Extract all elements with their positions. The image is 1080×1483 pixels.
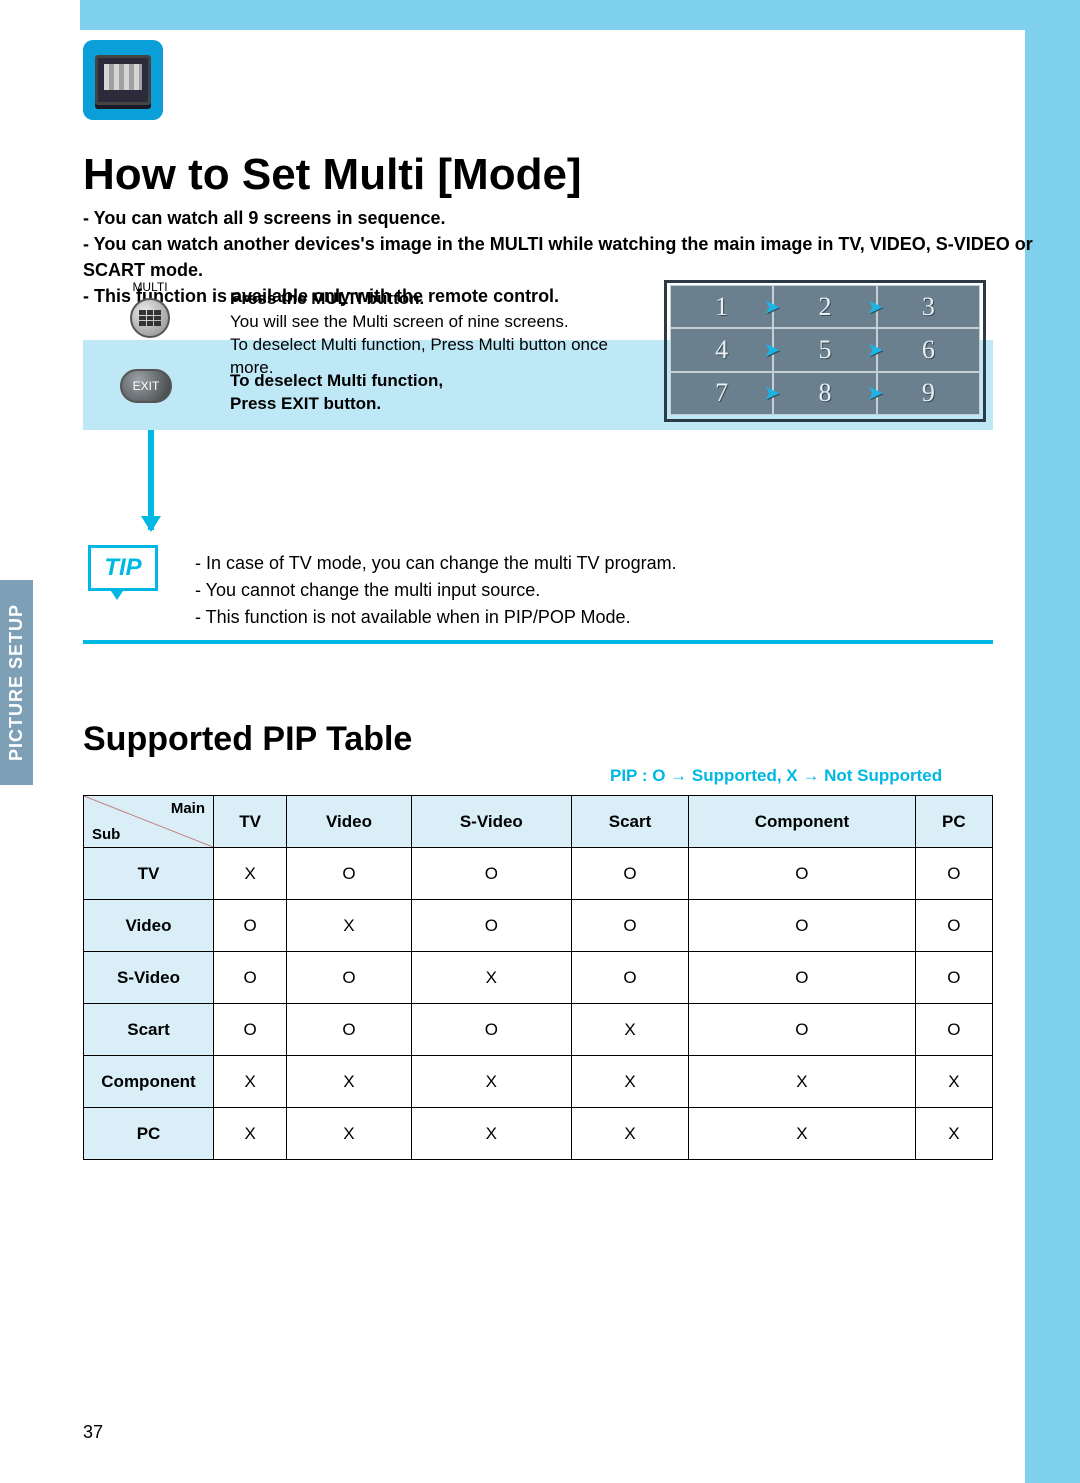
divider-rule (83, 640, 993, 644)
col-header: S-Video (411, 796, 571, 848)
table-cell: O (915, 900, 992, 952)
tip-line: - In case of TV mode, you can change the… (195, 550, 955, 577)
table-cell: O (411, 848, 571, 900)
table-cell: X (411, 1108, 571, 1160)
table-cell: O (571, 900, 688, 952)
table-cell: O (689, 1004, 916, 1056)
grid-cell: 6 (922, 335, 935, 365)
table-cell: X (287, 1108, 411, 1160)
table-cell: X (411, 1056, 571, 1108)
tip-line: - You cannot change the multi input sour… (195, 577, 955, 604)
tv-icon (83, 40, 163, 120)
table-cell: X (411, 952, 571, 1004)
step-2-line: Press EXIT button. (230, 394, 381, 413)
intro-bullet: - You can watch another devices's image … (83, 231, 1080, 283)
table-cell: O (915, 952, 992, 1004)
col-header: Video (287, 796, 411, 848)
exit-button-diagram: EXIT (120, 365, 172, 407)
step-2-line: To deselect Multi function, (230, 371, 443, 390)
multi-grid-button-icon (130, 298, 170, 338)
table-cell: X (571, 1004, 688, 1056)
corner-main-label: Main (171, 800, 205, 817)
page-title: How to Set Multi [Mode] (83, 150, 582, 200)
grid-cell: 7 (715, 378, 728, 408)
table-cell: X (915, 1056, 992, 1108)
down-arrow-icon (148, 430, 154, 530)
table-cell: X (915, 1108, 992, 1160)
table-cell: X (689, 1108, 916, 1160)
section-tab: PICTURE SETUP (0, 580, 33, 785)
table-cell: O (571, 848, 688, 900)
table-cell: O (689, 900, 916, 952)
row-header: PC (84, 1108, 214, 1160)
table-cell: O (915, 1004, 992, 1056)
table-cell: X (571, 1108, 688, 1160)
tip-badge: TIP (88, 545, 158, 591)
grid-cell: 8 (818, 378, 831, 408)
step-1-text: Press the MULTI button. You will see the… (230, 288, 630, 380)
table-cell: X (287, 1056, 411, 1108)
table-cell: O (411, 900, 571, 952)
col-header: Component (689, 796, 916, 848)
table-cell: X (287, 900, 411, 952)
table-cell: X (689, 1056, 916, 1108)
intro-bullet: - You can watch all 9 screens in sequenc… (83, 205, 1080, 231)
step-1-heading: Press the MULTI button. (230, 289, 424, 308)
step-2-text: To deselect Multi function, Press EXIT b… (230, 370, 630, 416)
table-title: Supported PIP Table (83, 720, 412, 759)
corner-sub-label: Sub (92, 826, 120, 843)
table-cell: X (214, 1108, 287, 1160)
nine-grid-preview: 1➤ 2➤ 3 4➤ 5➤ 6 7➤ 8➤ 9 (670, 285, 980, 415)
table-cell: O (287, 1004, 411, 1056)
grid-cell: 9 (922, 378, 935, 408)
tip-line: - This function is not available when in… (195, 604, 955, 631)
col-header: Scart (571, 796, 688, 848)
corner-cell: Main Sub (84, 796, 214, 848)
row-header: Video (84, 900, 214, 952)
tip-text: - In case of TV mode, you can change the… (195, 550, 955, 631)
step-1-line: You will see the Multi screen of nine sc… (230, 312, 569, 331)
col-header: PC (915, 796, 992, 848)
table-cell: O (689, 952, 916, 1004)
top-frame-bar (80, 0, 1080, 30)
table-legend: PIP : O → Supported, X → Not Supported (610, 766, 942, 786)
table-cell: X (571, 1056, 688, 1108)
table-cell: O (214, 1004, 287, 1056)
table-cell: O (287, 848, 411, 900)
table-cell: O (915, 848, 992, 900)
page-number: 37 (83, 1422, 103, 1443)
table-cell: O (689, 848, 916, 900)
pip-support-table: Main Sub TV Video S-Video Scart Componen… (83, 795, 993, 1160)
table-cell: O (214, 952, 287, 1004)
grid-cell: 5 (818, 335, 831, 365)
grid-cell: 1 (715, 292, 728, 322)
row-header: S-Video (84, 952, 214, 1004)
row-header: TV (84, 848, 214, 900)
table-cell: O (287, 952, 411, 1004)
row-header: Scart (84, 1004, 214, 1056)
exit-button-icon: EXIT (120, 369, 172, 403)
grid-cell: 3 (922, 292, 935, 322)
grid-cell: 2 (818, 292, 831, 322)
row-header: Component (84, 1056, 214, 1108)
table-cell: O (214, 900, 287, 952)
table-cell: O (571, 952, 688, 1004)
multi-label-top: MULTI (110, 280, 190, 294)
table-cell: X (214, 848, 287, 900)
col-header: TV (214, 796, 287, 848)
table-cell: O (411, 1004, 571, 1056)
grid-cell: 4 (715, 335, 728, 365)
table-cell: X (214, 1056, 287, 1108)
